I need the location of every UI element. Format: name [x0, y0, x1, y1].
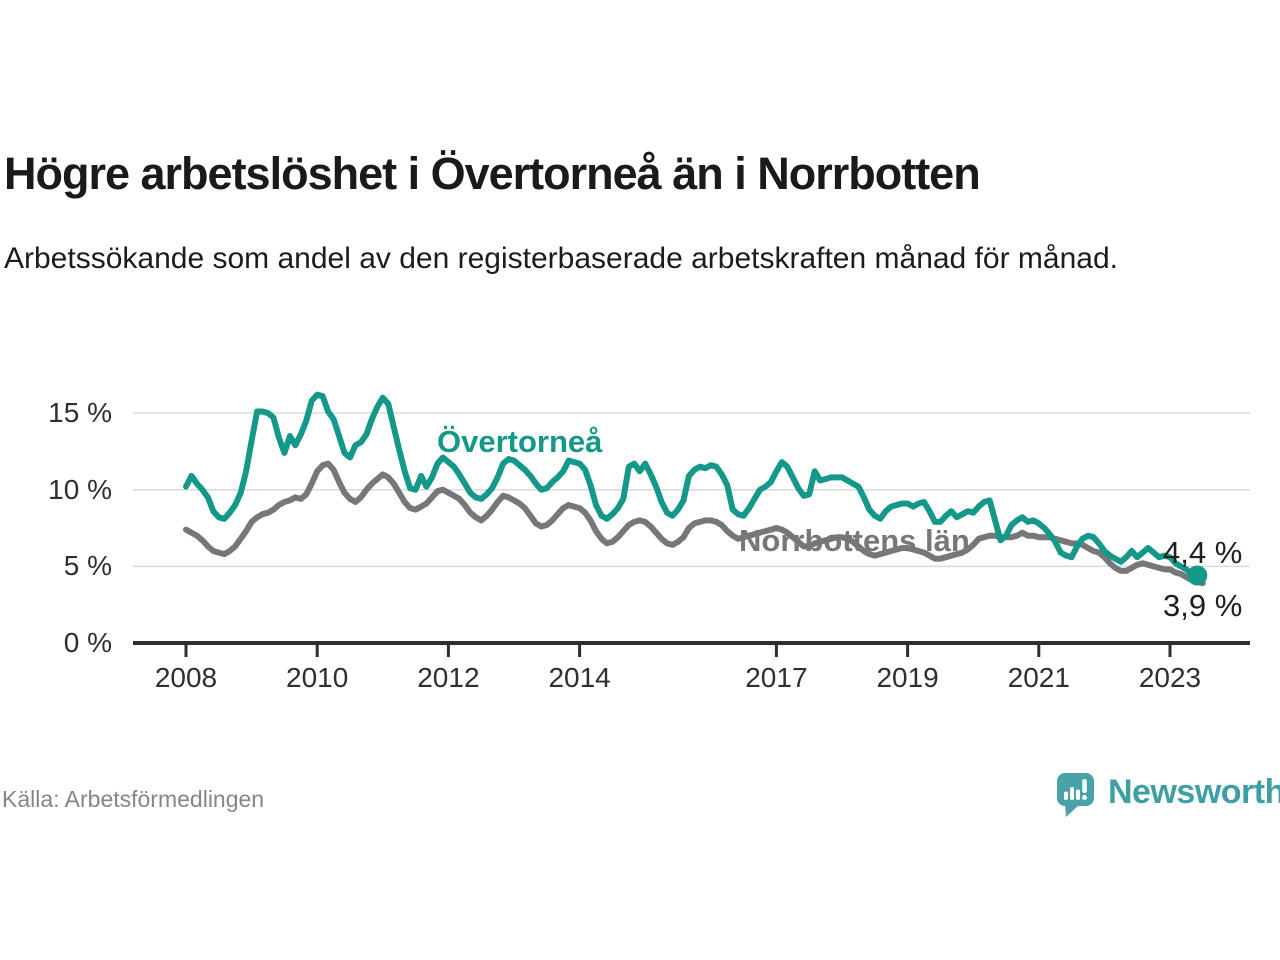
series-line--vertorne-	[183, 391, 1201, 579]
newsworthy-icon	[1057, 773, 1094, 817]
page-title: Högre arbetslöshet i Övertorneå än i Nor…	[4, 148, 981, 199]
y-tick-label: 5 %	[63, 550, 112, 582]
x-tick-label: 2017	[745, 662, 808, 693]
line-chart: 0 % 5 % 10 % 15 % 2008 2010 2012 2014 2017 2019 2…	[48, 391, 1250, 693]
icon-bar-3	[1076, 789, 1080, 800]
x-tick-label: 2008	[154, 662, 218, 693]
icon-bubble-tail	[1065, 803, 1078, 817]
x-tick-label: 2019	[876, 662, 939, 693]
x-tick-label: 2010	[286, 662, 349, 693]
icon-bar-1	[1064, 791, 1068, 800]
icon-exclamation-bar	[1082, 779, 1087, 793]
newsworthy-wordmark: Newsworthy	[1108, 773, 1280, 811]
newsworthy-logo: Newsworthy	[1056, 772, 1280, 818]
x-tick-label: 2021	[1007, 662, 1070, 693]
plot-canvas	[133, 391, 1250, 657]
series-label-overtornea: Övertorneå	[437, 424, 603, 459]
end-value-label-overtornea: 4,4 %	[1163, 535, 1243, 570]
end-value-label-norrbottens-lan: 3,9 %	[1163, 588, 1243, 623]
series-label-norrbottens-lan: Norrbottens län	[739, 523, 970, 558]
series-line-norrbottens-l-n	[183, 460, 1206, 587]
x-tick-label: 2023	[1138, 662, 1202, 693]
y-tick-label: 0 %	[63, 627, 112, 658]
source-note: Källa: Arbetsförmedlingen	[2, 786, 265, 812]
end-marker-dot	[1187, 565, 1208, 586]
page-subtitle: Arbetssökande som andel av den registerb…	[4, 242, 1118, 275]
icon-bar-2	[1070, 787, 1074, 800]
y-tick-label: 15 %	[48, 397, 112, 429]
icon-bubble	[1057, 773, 1094, 806]
x-tick-label: 2012	[417, 662, 480, 693]
y-tick-label: 10 %	[48, 473, 112, 505]
icon-exclamation-dot	[1082, 795, 1087, 800]
x-tick-label: 2014	[548, 662, 611, 693]
